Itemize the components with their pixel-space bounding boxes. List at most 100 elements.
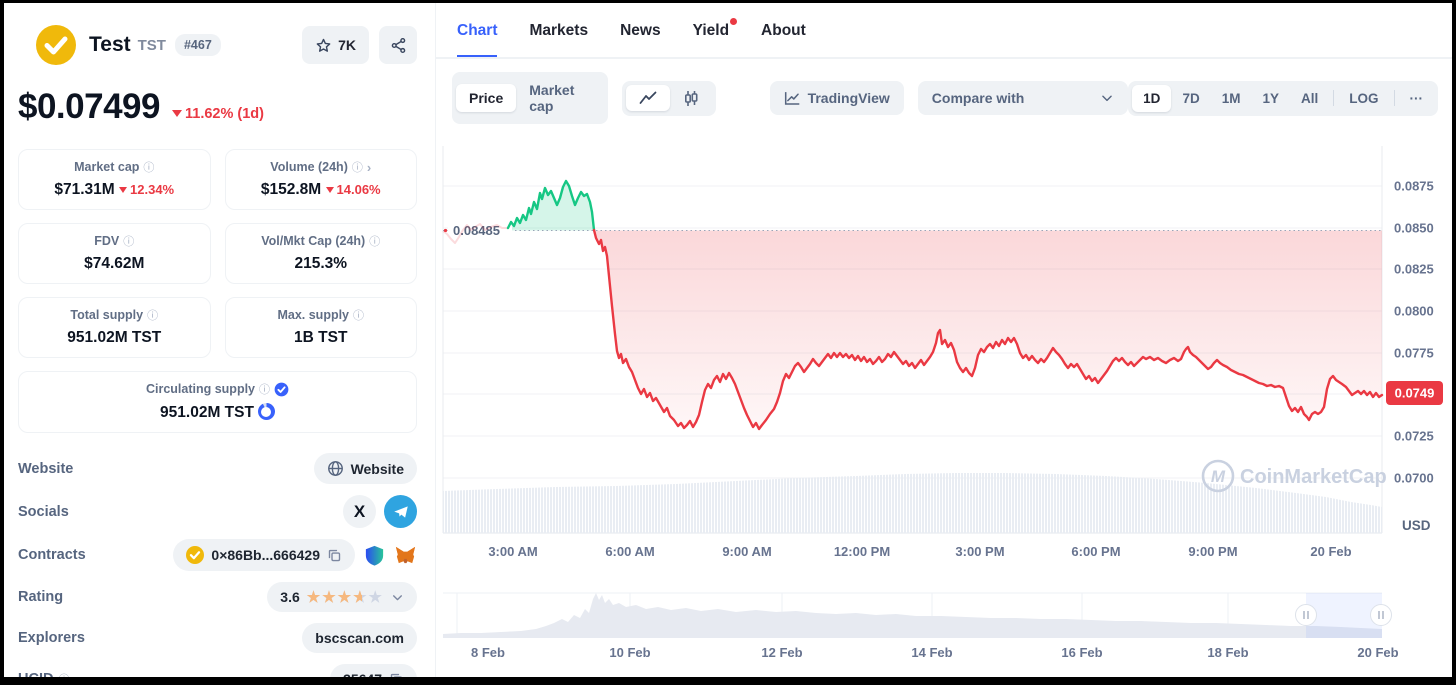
rating-value: 3.6 [280, 589, 300, 605]
line-chart-icon [639, 91, 656, 104]
stat-value: $152.8M 14.06% [260, 181, 381, 198]
candle-chart-toggle[interactable] [670, 85, 712, 112]
y-axis-label: 0.0800 [1394, 304, 1434, 319]
info-icon[interactable]: ⓘ [123, 236, 135, 248]
y-axis-label: 0.0875 [1394, 179, 1434, 194]
telegram-icon[interactable] [384, 495, 417, 528]
price-change: 11.62% (1d) [171, 106, 264, 122]
chevron-right-icon[interactable]: › [366, 159, 372, 175]
price-toggle[interactable]: Price [456, 84, 517, 112]
metric-toggle: Price Market cap [452, 72, 608, 124]
y-axis-label: 0.0825 [1394, 262, 1434, 277]
socials-row: Socials X [18, 495, 417, 528]
vol-mkt-cap-card: Vol/Mkt Cap (24h) ⓘ 215.3% [224, 223, 417, 284]
coin-name: Test [89, 33, 131, 56]
shield-icon[interactable] [363, 544, 386, 567]
baseline-label-bg [448, 222, 512, 239]
navigator-selection[interactable] [1306, 593, 1382, 638]
main-panel: Chart Markets News Yield About Price Mar… [436, 3, 1452, 677]
y-axis-label: 0.0700 [1394, 471, 1434, 486]
line-chart-toggle[interactable] [625, 85, 670, 111]
price-chart[interactable]: M CoinMarketCap 0.08485 0.0875 0.0850 0.0825 0… [436, 136, 1452, 677]
info-icon[interactable]: ⓘ [259, 384, 271, 396]
stat-label: Volume (24h) [270, 160, 348, 174]
info-icon[interactable]: ⓘ [369, 236, 381, 248]
chart-controls: Price Market cap TradingView Compare wit… [436, 59, 1452, 136]
total-supply-card: Total supply ⓘ 951.02M TST [18, 297, 211, 358]
navigator-date-label: 14 Feb [911, 645, 952, 660]
handle-grip-icon [1303, 611, 1309, 619]
info-icon[interactable]: ⓘ [147, 310, 159, 322]
coin-price: $0.07499 [18, 87, 160, 126]
x-axis-label: 9:00 PM [1188, 544, 1237, 559]
baseline-tick [443, 228, 448, 233]
copy-icon[interactable] [327, 548, 342, 563]
y-axis-label: 0.0775 [1394, 346, 1434, 361]
x-twitter-icon[interactable]: X [343, 495, 376, 528]
website-button[interactable]: Website [313, 453, 417, 484]
range-1y[interactable]: 1Y [1262, 90, 1279, 106]
verified-check-icon [274, 382, 289, 396]
range-1d[interactable]: 1D [1132, 84, 1172, 112]
contracts-row: Contracts 0×86Bb...666429 [18, 539, 417, 571]
x-axis-label: 20 Feb [1310, 544, 1351, 559]
price-line-red [592, 228, 1384, 431]
token-icon [186, 546, 205, 564]
navigator-date-label: 16 Feb [1061, 645, 1102, 660]
ucid-row: UCIDⓘ 35647 [18, 664, 417, 677]
range-7d[interactable]: 7D [1182, 90, 1200, 106]
chart-area: M CoinMarketCap 0.08485 0.0875 0.0850 0.0825 0… [436, 136, 1452, 677]
range-all[interactable]: All [1300, 90, 1319, 106]
red-area-fill [594, 230, 1382, 429]
tab-news[interactable]: News [620, 22, 661, 39]
info-icon[interactable]: ⓘ [353, 310, 365, 322]
rating-pill[interactable]: 3.6 ★★★★★★★★★★ [267, 582, 417, 612]
stat-value: $71.31M 12.34% [54, 181, 175, 198]
metamask-icon[interactable] [394, 544, 417, 567]
watchlist-button[interactable]: 7K [302, 26, 369, 64]
row-label: Website [18, 460, 74, 477]
x-axis-label: 3:00 AM [488, 544, 537, 559]
candlestick-icon [684, 90, 698, 106]
divider [1393, 90, 1395, 106]
navigator-handle-left[interactable] [1295, 604, 1317, 626]
market-cap-toggle[interactable]: Market cap [529, 82, 575, 114]
contract-address-pill[interactable]: 0×86Bb...666429 [173, 539, 355, 571]
stat-value: 215.3% [294, 255, 348, 272]
stat-label: FDV [94, 234, 120, 248]
log-toggle[interactable]: LOG [1349, 90, 1379, 106]
range-1m[interactable]: 1M [1221, 90, 1241, 106]
stat-label: Vol/Mkt Cap (24h) [261, 234, 366, 248]
y-axis-label: 0.0850 [1394, 221, 1434, 236]
more-options-button[interactable]: ··· [1409, 90, 1424, 106]
stat-label: Market cap [74, 160, 140, 174]
share-button[interactable] [379, 26, 417, 64]
copy-icon[interactable] [389, 672, 404, 678]
row-label: Explorers [18, 630, 85, 646]
y-axis-unit: USD [1402, 518, 1431, 533]
x-axis-label: 9:00 AM [722, 544, 771, 559]
coin-rank-badge: #467 [174, 34, 221, 56]
info-icon[interactable]: ⓘ [351, 162, 363, 174]
compare-with-dropdown[interactable]: Compare with [917, 81, 1129, 115]
navigator-handle-right[interactable] [1370, 604, 1392, 626]
price-line-green [506, 179, 596, 232]
price-badge: 0.0749 [1395, 386, 1435, 401]
explorer-pill[interactable]: bscscan.com [302, 623, 417, 653]
stat-value: 1B TST [294, 329, 348, 346]
globe-icon [327, 461, 343, 476]
tab-bar: Chart Markets News Yield About [436, 3, 1452, 59]
explorers-row: Explorers bscscan.com [18, 623, 417, 653]
share-icon [391, 37, 405, 53]
website-row: Website Website [18, 453, 417, 484]
tab-yield[interactable]: Yield [693, 5, 738, 55]
info-icon[interactable]: ⓘ [58, 671, 69, 677]
handle-grip-icon [1378, 611, 1384, 619]
tab-markets[interactable]: Markets [529, 22, 589, 39]
tab-chart[interactable]: Chart [457, 5, 498, 57]
navigator-date-label: 8 Feb [471, 645, 505, 660]
tab-about[interactable]: About [761, 22, 806, 39]
ucid-pill[interactable]: 35647 [330, 664, 417, 677]
tradingview-button[interactable]: TradingView [769, 81, 904, 115]
info-icon[interactable]: ⓘ [143, 162, 155, 174]
